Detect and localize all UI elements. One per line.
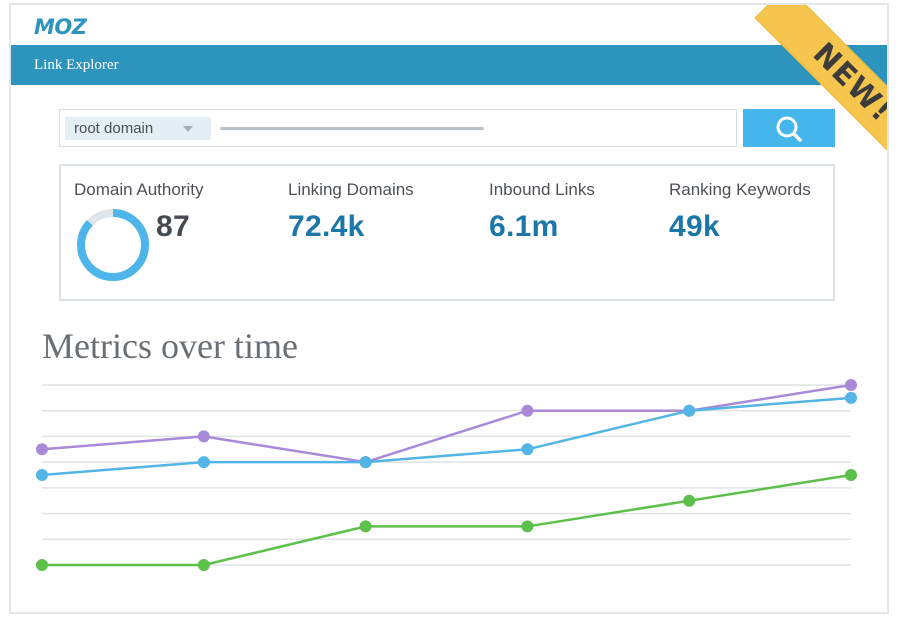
search-input[interactable] [216, 114, 726, 142]
metrics-line-chart [36, 379, 857, 571]
series-line-2 [41, 396, 852, 477]
linking-domains-label: Linking Domains [288, 180, 414, 199]
series-1-point[interactable] [521, 404, 534, 417]
search-button[interactable] [743, 109, 835, 147]
scope-dropdown-label: root domain [74, 120, 154, 137]
search-icon [776, 116, 802, 142]
series-2-point[interactable] [845, 391, 857, 404]
series-3-point[interactable] [197, 559, 210, 571]
series-2-point[interactable] [359, 456, 372, 469]
inbound-links-value: 6.1m [489, 210, 559, 243]
series-1-point[interactable] [36, 443, 48, 456]
search-bar: root domain [59, 109, 737, 147]
series-2-point[interactable] [521, 443, 534, 456]
series-3-point[interactable] [683, 494, 696, 507]
series-1-point[interactable] [197, 430, 210, 443]
inbound-links-label: Inbound Links [489, 180, 595, 199]
new-badge-corner: NEW! [707, 5, 887, 185]
ranking-keywords-label: Ranking Keywords [669, 180, 811, 199]
chevron-down-icon [183, 126, 193, 132]
new-badge: NEW! [754, 5, 887, 181]
ranking-keywords-value: 49k [669, 210, 720, 243]
domain-authority-value: 87 [156, 210, 190, 243]
linking-domains-value: 72.4k [288, 210, 365, 243]
series-3-point[interactable] [521, 520, 534, 533]
moz-logo[interactable]: MOZ [34, 15, 87, 39]
header-bar: Link Explorer [11, 45, 887, 85]
link-explorer-window: MOZ Link Explorer root domain Domain Aut… [9, 3, 889, 614]
chart-section-title: Metrics over time [42, 326, 298, 366]
metrics-summary-card: Domain Authority 87 Linking Domains 72.4… [59, 164, 835, 301]
series-2-point[interactable] [683, 404, 696, 417]
series-3-point[interactable] [36, 559, 48, 571]
series-2-point[interactable] [36, 469, 48, 481]
series-3-point[interactable] [359, 520, 372, 533]
series-1-point[interactable] [845, 379, 857, 391]
domain-authority-label: Domain Authority [74, 180, 204, 199]
series-2-point[interactable] [197, 456, 210, 469]
domain-authority-gauge [77, 209, 149, 281]
series-line-3 [42, 473, 852, 567]
scope-dropdown[interactable]: root domain [65, 117, 211, 140]
series-3-point[interactable] [845, 469, 857, 481]
series-line-1 [41, 383, 852, 464]
page-title: Link Explorer [34, 57, 119, 73]
